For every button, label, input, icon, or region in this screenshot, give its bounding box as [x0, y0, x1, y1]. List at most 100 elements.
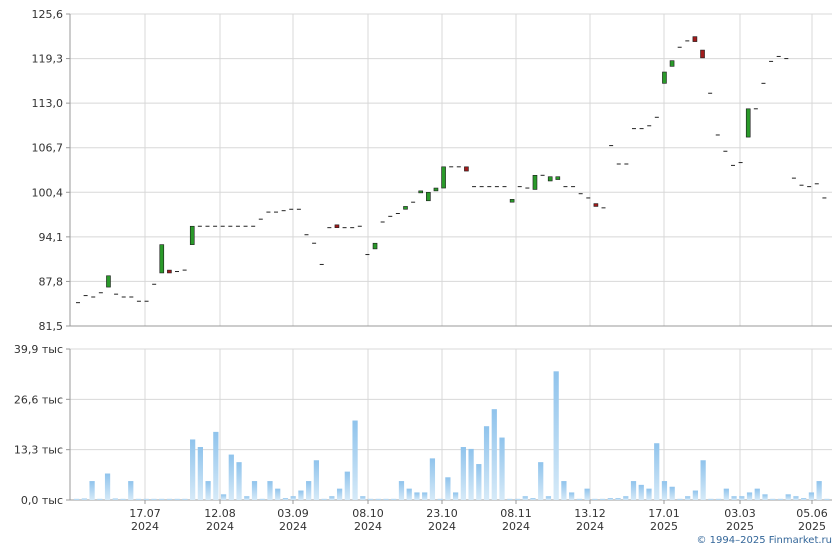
volume-bar — [777, 498, 784, 500]
volume-bar — [615, 498, 621, 500]
volume-bar — [128, 481, 134, 500]
volume-bar — [522, 496, 528, 500]
volume-bar — [213, 431, 219, 500]
volume-bar — [685, 496, 691, 500]
volume-bar — [801, 498, 807, 500]
price-panel: 125,6 119,3 113,0 106,7 100,4 94,1 87,8 81,5 — [32, 8, 832, 333]
volume-bar — [275, 488, 281, 500]
price-tick-label: 100,4 — [32, 186, 64, 199]
x-tick-date-label: 13.12 — [574, 507, 606, 520]
volume-bar — [414, 492, 420, 500]
price-candle — [159, 244, 165, 274]
volume-bar — [785, 494, 791, 500]
price-candle — [426, 191, 431, 202]
volume-bar — [607, 498, 613, 500]
price-candle — [547, 176, 553, 182]
x-tick-year-label: 2024 — [576, 520, 604, 533]
volume-bar — [429, 458, 436, 500]
price-candle — [372, 242, 378, 250]
x-tick-date-label: 03.09 — [277, 507, 309, 520]
volume-bar — [89, 481, 95, 500]
volume-bar — [135, 498, 142, 500]
volume-bar — [530, 498, 536, 500]
volume-bar — [375, 498, 381, 500]
price-candle — [662, 71, 667, 84]
volume-bar — [259, 498, 265, 500]
price-candle — [106, 275, 111, 288]
volume-bar — [584, 488, 590, 500]
volume-bar — [638, 484, 644, 500]
volume-bar — [669, 486, 675, 500]
volume-tick-label: 0,0 тыс — [21, 494, 63, 507]
volume-bar — [367, 498, 374, 500]
volume-bar — [700, 460, 706, 500]
volume-bar — [391, 498, 397, 500]
volume-bar — [569, 492, 575, 500]
volume-bar — [398, 481, 405, 500]
volume-bar — [561, 481, 567, 500]
x-tick-year-label: 2024 — [354, 520, 382, 533]
volume-bar — [754, 488, 760, 500]
volume-bar — [352, 420, 358, 500]
volume-bar — [715, 498, 722, 500]
x-tick-date-label: 08.10 — [352, 507, 384, 520]
volume-bar — [437, 498, 443, 500]
volume-tick-label: 13,3 тыс — [14, 444, 63, 457]
volume-bar — [197, 447, 203, 500]
x-tick-date-label: 12.08 — [204, 507, 236, 520]
price-tick-label: 87,8 — [39, 275, 64, 288]
volume-bar — [383, 498, 389, 500]
volume-bar — [166, 498, 173, 500]
volume-bar — [120, 498, 126, 500]
x-tick-year-label: 2024 — [428, 520, 456, 533]
volume-bar — [236, 462, 242, 500]
x-tick-date-label: 03.03 — [724, 507, 756, 520]
volume-bar — [592, 498, 598, 500]
volume-bar — [483, 426, 490, 500]
volume-bar — [677, 498, 683, 500]
volume-bar — [174, 498, 180, 500]
volume-bar — [445, 477, 451, 500]
x-tick-year-label: 2024 — [279, 520, 307, 533]
x-tick-year-label: 2025 — [650, 520, 678, 533]
volume-bar — [630, 481, 637, 500]
volume-bar — [746, 492, 753, 500]
price-candle — [189, 225, 195, 245]
volume-bar — [251, 481, 258, 500]
volume-bar — [406, 488, 412, 500]
volume-bar — [514, 498, 521, 500]
volume-bar — [692, 490, 699, 500]
price-tick-label: 106,7 — [32, 142, 64, 155]
volume-bar — [360, 496, 366, 500]
x-tick-date-label: 05.06 — [796, 507, 828, 520]
x-tick-date-label: 17.07 — [129, 507, 161, 520]
volume-bar — [422, 492, 428, 500]
price-candle — [464, 166, 469, 172]
volume-bar — [599, 498, 606, 500]
volume-bar — [151, 498, 157, 500]
volume-bar — [808, 492, 815, 500]
volume-bar — [329, 496, 335, 500]
volume-bar — [97, 498, 103, 500]
volume-bar — [267, 481, 273, 500]
price-candle — [532, 175, 538, 190]
volume-bar — [545, 496, 552, 500]
price-tick-label: 113,0 — [32, 97, 64, 110]
volume-bar — [507, 498, 513, 500]
volume-bar — [220, 494, 227, 500]
volume-bar — [81, 498, 87, 500]
volume-bar — [298, 490, 304, 500]
volume-bar — [623, 496, 629, 500]
volume-bar — [313, 460, 320, 500]
volume-bar — [731, 496, 737, 500]
volume-bar — [306, 481, 312, 500]
price-candle — [555, 176, 561, 180]
volume-bar — [661, 481, 668, 500]
x-tick-year-label: 2024 — [502, 520, 530, 533]
volume-bar — [553, 371, 559, 500]
volume-bar — [499, 437, 505, 500]
volume-bar — [460, 447, 466, 500]
x-tick-date-label: 08.11 — [500, 507, 532, 520]
